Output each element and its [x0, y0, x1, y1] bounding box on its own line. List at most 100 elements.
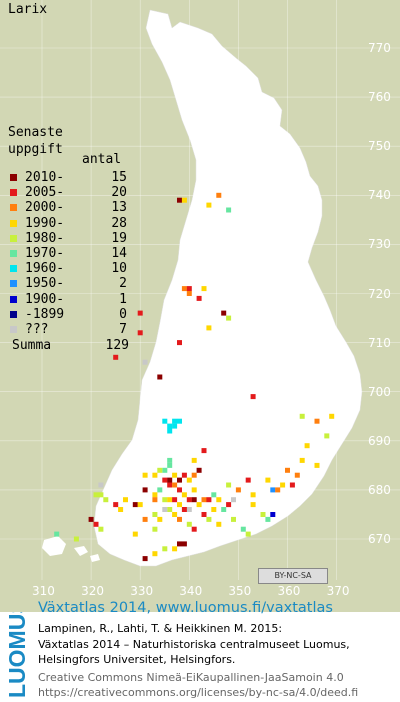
- occurrence-point: [304, 443, 310, 449]
- occurrence-point: [167, 497, 173, 503]
- legend-total: Summa 129: [12, 338, 129, 353]
- occurrence-point: [275, 487, 281, 493]
- occurrence-point: [162, 477, 168, 483]
- occurrence-point: [157, 467, 163, 473]
- occurrence-point: [93, 521, 99, 527]
- occurrence-point: [216, 192, 222, 198]
- occurrence-point: [167, 457, 173, 463]
- y-tick-label: 700: [368, 384, 391, 399]
- legend-count: 7: [119, 322, 127, 337]
- occurrence-point: [201, 448, 207, 454]
- occurrence-point: [103, 497, 109, 503]
- legend-title: Senaste uppgift: [8, 124, 63, 158]
- legend-label: 1990-: [25, 215, 65, 231]
- occurrence-point: [211, 492, 217, 498]
- occurrence-point: [221, 507, 227, 512]
- x-tick-label: 350: [228, 584, 252, 598]
- y-tick-label: 710: [368, 335, 391, 350]
- occurrence-point: [245, 531, 251, 537]
- occurrence-point: [289, 482, 295, 488]
- occurrence-point: [250, 394, 256, 400]
- legend-label: 2005-: [25, 185, 65, 201]
- occurrence-point: [231, 516, 236, 522]
- occurrence-point: [167, 462, 173, 468]
- occurrence-point: [186, 477, 192, 483]
- legend-count: 15: [111, 170, 127, 185]
- occurrence-point: [152, 551, 158, 557]
- legend-total-label: Summa: [12, 338, 52, 354]
- legend-label: ???: [25, 322, 49, 337]
- occurrence-point: [250, 502, 256, 508]
- legend-label: 1960-: [25, 261, 65, 277]
- occurrence-point: [231, 497, 236, 503]
- occurrence-point: [123, 497, 128, 503]
- occurrence-point: [265, 477, 271, 483]
- legend-swatch: [10, 280, 17, 288]
- occurrence-point: [177, 340, 182, 346]
- occurrence-point: [73, 536, 79, 542]
- occurrence-point: [196, 295, 202, 301]
- occurrence-point: [191, 487, 197, 493]
- occurrence-point: [299, 413, 305, 419]
- atlas-link[interactable]: Växtatlas 2014, www.luomus.fi/vaxtatlas: [38, 600, 333, 616]
- occurrence-point: [314, 418, 320, 424]
- occurrence-point: [181, 286, 187, 292]
- occurrence-point: [206, 497, 212, 503]
- occurrence-point: [181, 541, 187, 547]
- occurrence-point: [201, 512, 207, 517]
- license-url[interactable]: https://creativecommons.org/licenses/by-…: [38, 686, 359, 699]
- legend-label: -1899: [25, 306, 65, 322]
- occurrence-point: [167, 423, 173, 429]
- legend-label: 1900-: [25, 291, 65, 307]
- legend-swatch: [10, 189, 17, 197]
- occurrence-point: [142, 516, 148, 522]
- occurrence-point: [152, 512, 158, 517]
- occurrence-point: [186, 497, 192, 503]
- occurrence-point: [142, 359, 148, 365]
- occurrence-point: [157, 374, 163, 380]
- legend-count: 1: [119, 291, 127, 307]
- occurrence-point: [226, 207, 232, 213]
- occurrence-point: [181, 507, 187, 512]
- occurrence-point: [211, 507, 217, 512]
- occurrence-point: [162, 467, 168, 473]
- occurrence-point: [137, 502, 143, 508]
- occurrence-point: [324, 433, 330, 439]
- cc-license-badge[interactable]: BY-NC-SA: [258, 568, 328, 584]
- y-tick-label: 740: [368, 188, 391, 203]
- occurrence-point: [142, 487, 148, 493]
- license-text: Creative Commons Nimeä-EiKaupallinen-Jaa…: [38, 671, 344, 684]
- legend-title-line1: Senaste: [8, 125, 63, 140]
- x-tick-label: 330: [130, 584, 154, 598]
- occurrence-point: [132, 531, 138, 537]
- y-tick-label: 750: [368, 139, 391, 154]
- legend-row: -1899 0: [10, 307, 127, 322]
- occurrence-point: [177, 516, 182, 522]
- y-tick-label: 690: [368, 433, 391, 448]
- legend-swatch: [10, 310, 17, 318]
- occurrence-point: [191, 457, 197, 463]
- occurrence-point: [172, 482, 178, 488]
- occurrence-point: [167, 428, 173, 434]
- occurrence-point: [206, 516, 212, 522]
- legend-total-count: 129: [105, 338, 129, 354]
- y-tick-label: 720: [368, 286, 391, 301]
- y-tick-label: 760: [368, 90, 391, 105]
- occurrence-point: [186, 507, 192, 512]
- occurrence-point: [280, 482, 286, 488]
- occurrence-point: [181, 472, 187, 478]
- y-tick-label: 680: [368, 482, 391, 497]
- legend-swatch: [10, 326, 17, 333]
- occurrence-point: [299, 457, 305, 463]
- occurrence-point: [294, 472, 300, 478]
- occurrence-point: [118, 507, 124, 512]
- legend-count: 20: [111, 185, 127, 201]
- species-name: Larix: [8, 2, 48, 17]
- occurrence-point: [142, 472, 148, 478]
- occurrence-point: [98, 482, 104, 488]
- occurrence-point: [270, 487, 276, 493]
- occurrence-point: [172, 418, 178, 424]
- x-tick-label: 340: [179, 584, 203, 598]
- citation-authors: Lampinen, R., Lahti, T. & Heikkinen M. 2…: [38, 622, 283, 635]
- occurrence-point: [226, 315, 232, 321]
